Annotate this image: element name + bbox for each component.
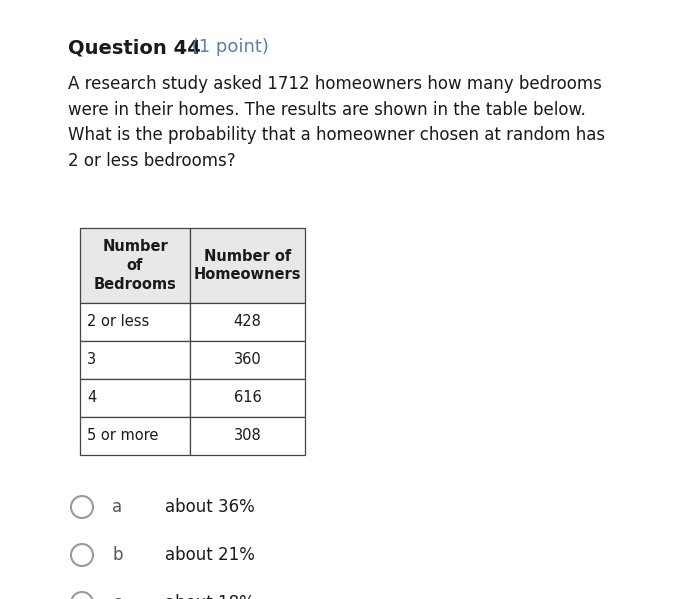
Circle shape xyxy=(71,592,93,599)
Text: A research study asked 1712 homeowners how many bedrooms
were in their homes. Th: A research study asked 1712 homeowners h… xyxy=(68,75,605,170)
Text: 616: 616 xyxy=(234,391,262,406)
Text: about 18%: about 18% xyxy=(165,594,255,599)
Text: 2 or less: 2 or less xyxy=(87,314,149,329)
Bar xyxy=(80,303,190,341)
Bar xyxy=(190,417,305,455)
Text: (1 point): (1 point) xyxy=(186,38,269,56)
Text: Number
of
Bedrooms: Number of Bedrooms xyxy=(94,240,177,292)
Bar xyxy=(80,379,190,417)
Text: 3: 3 xyxy=(87,352,96,368)
Bar xyxy=(80,341,190,379)
Text: 5 or more: 5 or more xyxy=(87,428,159,443)
Circle shape xyxy=(71,544,93,566)
Text: Number of
Homeowners: Number of Homeowners xyxy=(194,249,302,282)
Bar xyxy=(190,303,305,341)
Text: b: b xyxy=(112,546,123,564)
Text: about 21%: about 21% xyxy=(165,546,255,564)
Text: 308: 308 xyxy=(234,428,262,443)
Text: 360: 360 xyxy=(234,352,262,368)
Text: 428: 428 xyxy=(233,314,262,329)
Bar xyxy=(190,379,305,417)
Text: Question 44: Question 44 xyxy=(68,38,201,57)
Text: 4: 4 xyxy=(87,391,96,406)
Bar xyxy=(190,228,305,303)
Text: a: a xyxy=(112,498,122,516)
Text: c: c xyxy=(112,594,121,599)
Bar xyxy=(190,341,305,379)
Text: about 36%: about 36% xyxy=(165,498,255,516)
Circle shape xyxy=(71,496,93,518)
Bar xyxy=(80,228,190,303)
Bar xyxy=(80,417,190,455)
